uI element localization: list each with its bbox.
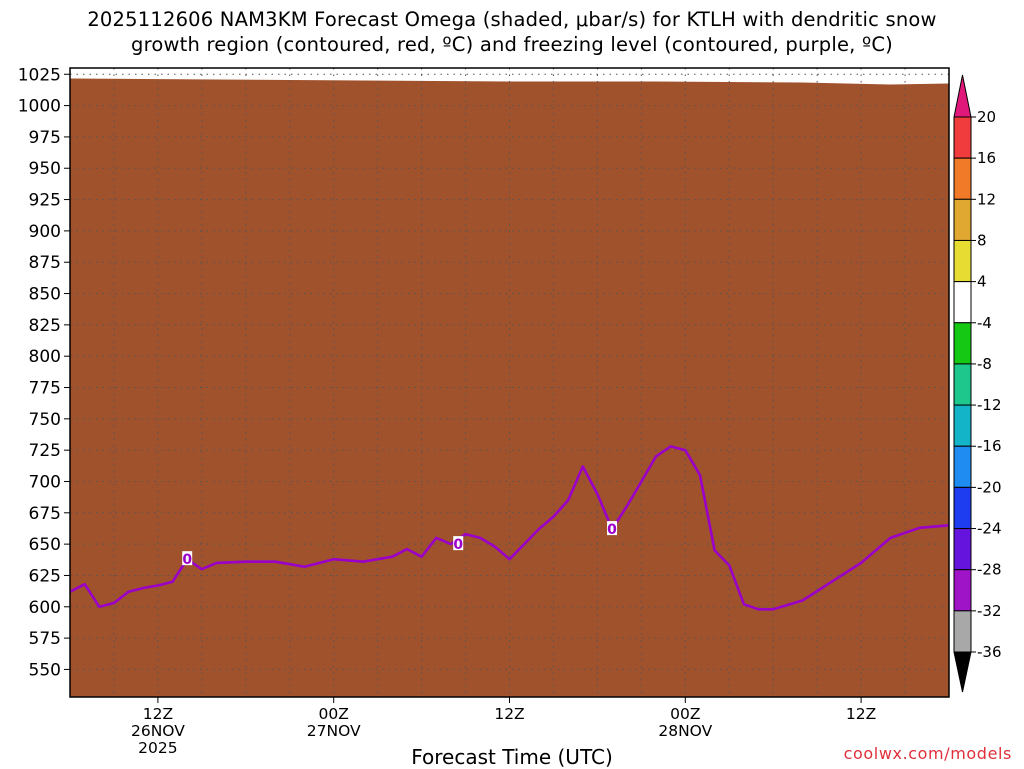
x-tick-label-6-1: 26NOV <box>131 722 185 740</box>
colorbar-label-4: 4 <box>977 273 987 291</box>
chart-title-line-1: 2025112606 NAM3KM Forecast Omega (shaded… <box>87 8 937 31</box>
colorbar-swatch-11 <box>953 569 972 612</box>
y-tick-label-750: 750 <box>29 410 61 430</box>
colorbar-swatch-6 <box>953 363 972 406</box>
freezing-label-bg <box>453 536 464 551</box>
colorbar-top-arrow <box>953 74 972 118</box>
freezing-level-label: 0 <box>607 522 617 538</box>
y-tick-label-875: 875 <box>29 253 61 273</box>
y-tick-label-825: 825 <box>29 316 61 336</box>
y-tick-label-1000: 1000 <box>18 97 61 117</box>
colorbar-swatch-12 <box>953 610 972 653</box>
source-credit: coolwx.com/models <box>843 744 1012 763</box>
colorbar-label-8: -16 <box>977 437 1002 455</box>
colorbar-label-2: 12 <box>977 190 996 208</box>
colorbar-label-1: 16 <box>977 149 996 167</box>
colorbar-label-9: -20 <box>977 478 1002 496</box>
y-tick-label-850: 850 <box>29 285 61 305</box>
y-tick-label-550: 550 <box>29 660 61 680</box>
freezing-level-contour: 0 0 0 <box>70 445 949 611</box>
y-tick-label-700: 700 <box>29 472 61 492</box>
colorbar-swatch-7 <box>953 404 972 447</box>
colorbar-swatch-4 <box>953 281 972 324</box>
colorbar-swatch-2 <box>953 198 972 241</box>
colorbar-label-6: -8 <box>977 355 992 373</box>
colorbar-swatch-1 <box>953 157 972 200</box>
colorbar: 20 16 12 8 4 -4 -8 -12 -16 -20 -24 -28 -32 -36 <box>953 74 1002 693</box>
colorbar-swatch-9 <box>953 486 972 530</box>
colorbar-label-7: -12 <box>977 396 1002 414</box>
x-tick-label-6-2: 2025 <box>138 739 177 757</box>
freezing-level-label: 0 <box>453 537 463 553</box>
colorbar-swatch-3 <box>953 239 972 283</box>
y-tick-label-975: 975 <box>29 128 61 148</box>
x-axis-label: Forecast Time (UTC) <box>411 745 613 769</box>
y-tick-label-650: 650 <box>29 535 61 555</box>
colorbar-label-13: -36 <box>977 643 1002 661</box>
y-tick-label-575: 575 <box>29 629 61 649</box>
x-tick-label-30-0: 12Z <box>494 705 524 723</box>
colorbar-label-12: -32 <box>977 602 1002 620</box>
y-tick-label-925: 925 <box>29 191 61 211</box>
y-tick-label-725: 725 <box>29 441 61 461</box>
x-tick-label-42-0: 00Z <box>670 705 700 723</box>
x-tick-label-54-0: 12Z <box>846 705 876 723</box>
y-tick-label-600: 600 <box>29 598 61 618</box>
y-tick-label-675: 675 <box>29 504 61 524</box>
x-tick-label-6-0: 12Z <box>143 705 173 723</box>
colorbar-label-10: -24 <box>977 520 1002 538</box>
x-tick-label-42-1: 28NOV <box>658 722 712 740</box>
y-tick-label-950: 950 <box>29 159 61 179</box>
chart-title-line-2: growth region (contoured, red, ºC) and f… <box>131 33 893 56</box>
freezing-label-bg <box>182 551 193 566</box>
colorbar-bottom-arrow <box>953 651 972 693</box>
y-tick-label-900: 900 <box>29 222 61 242</box>
y-axis-ticks: 550 575 600 625 650 675 700 725 750 775 800 825 850 8… <box>18 65 70 680</box>
x-tick-label-18-0: 00Z <box>319 705 349 723</box>
colorbar-label-0: 20 <box>977 108 996 126</box>
freezing-label-bg <box>607 521 618 536</box>
x-tick-label-18-1: 27NOV <box>307 722 361 740</box>
colorbar-label-3: 8 <box>977 231 987 249</box>
freezing-level-label: 0 <box>182 552 192 568</box>
y-tick-label-800: 800 <box>29 347 61 367</box>
colorbar-swatch-8 <box>953 445 972 488</box>
colorbar-label-11: -28 <box>977 561 1002 579</box>
colorbar-swatch-5 <box>953 322 972 365</box>
colorbar-label-5: -4 <box>977 314 992 332</box>
y-tick-label-625: 625 <box>29 566 61 586</box>
y-tick-label-775: 775 <box>29 379 61 399</box>
colorbar-swatch-0 <box>953 116 972 159</box>
colorbar-swatch-10 <box>953 528 972 571</box>
y-tick-label-1025: 1025 <box>18 65 61 85</box>
